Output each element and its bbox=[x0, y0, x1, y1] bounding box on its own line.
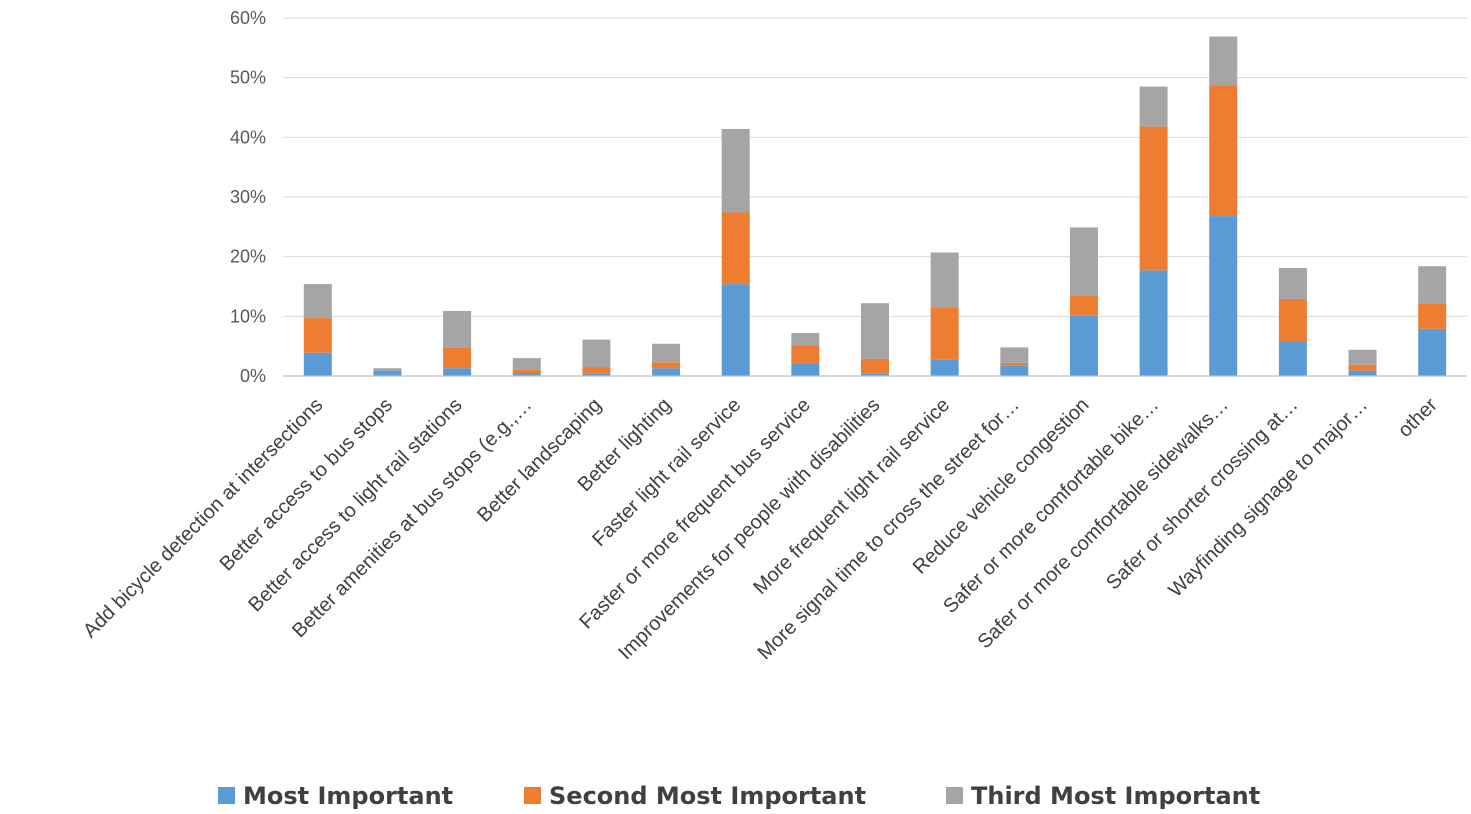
bar-segment-1 bbox=[1000, 365, 1029, 376]
y-tick-label: 10% bbox=[230, 306, 266, 326]
bar-segment-3 bbox=[652, 343, 681, 363]
bar-segment-3 bbox=[861, 303, 889, 359]
legend-item: Most Important bbox=[218, 782, 453, 810]
bars bbox=[303, 36, 1447, 376]
y-tick-label: 20% bbox=[230, 247, 266, 267]
x-category-label: Better amenities at bus stops (e.g.,… bbox=[288, 394, 536, 642]
bar-segment-2 bbox=[1069, 296, 1098, 316]
gridlines bbox=[283, 17, 1467, 317]
y-axis-tick-labels: 0% 10% 20% 30% 40% 50% 60% bbox=[230, 8, 266, 386]
bar-segment-2 bbox=[652, 362, 681, 369]
bar-segment-1 bbox=[1348, 370, 1377, 376]
bar-segment-3 bbox=[1209, 36, 1238, 86]
bar-segment-2 bbox=[512, 370, 541, 374]
x-category-label: Add bicycle detection at intersections bbox=[79, 394, 327, 642]
bar-segment-2 bbox=[721, 212, 750, 285]
bar-segment-1 bbox=[861, 373, 889, 376]
bar-segment-2 bbox=[791, 345, 820, 364]
bar-segment-2 bbox=[582, 367, 611, 374]
y-tick-label: 50% bbox=[230, 68, 266, 88]
legend-swatch bbox=[946, 787, 963, 804]
x-category-label: other bbox=[1394, 394, 1442, 442]
bar-segment-1 bbox=[1069, 315, 1098, 376]
bar-segment-1 bbox=[930, 359, 959, 376]
y-tick-label: 30% bbox=[230, 187, 266, 207]
bar-segment-1 bbox=[512, 373, 541, 376]
bar-segment-1 bbox=[443, 368, 472, 376]
bar-segment-1 bbox=[791, 363, 820, 376]
legend-swatch bbox=[524, 787, 541, 804]
bar-segment-3 bbox=[1348, 349, 1377, 365]
bar-segment-3 bbox=[791, 333, 820, 346]
legend-label: Third Most Important bbox=[971, 782, 1260, 810]
bar-segment-1 bbox=[582, 373, 611, 376]
legend-item: Second Most Important bbox=[524, 782, 866, 810]
bar-segment-2 bbox=[1418, 303, 1447, 329]
x-category-label: More signal time to cross the street for… bbox=[754, 394, 1024, 664]
bar-segment-2 bbox=[1278, 299, 1307, 342]
bar-segment-3 bbox=[1418, 266, 1447, 304]
bar-segment-1 bbox=[1278, 341, 1307, 376]
x-category-label: Improvements for people with disabilitie… bbox=[614, 394, 884, 664]
bar-segment-3 bbox=[373, 368, 402, 371]
bar-segment-2 bbox=[443, 347, 472, 369]
bar-segment-3 bbox=[512, 358, 541, 371]
x-category-label: Safer or more comfortable sidewalks… bbox=[974, 394, 1233, 653]
bar-segment-3 bbox=[1139, 86, 1168, 127]
bar-segment-3 bbox=[721, 128, 750, 213]
bar-segment-3 bbox=[930, 252, 959, 308]
y-tick-label: 40% bbox=[230, 127, 266, 147]
bar-segment-1 bbox=[652, 368, 681, 376]
bar-segment-3 bbox=[303, 284, 332, 319]
bar-segment-1 bbox=[721, 284, 750, 376]
legend: Most Important Second Most Important Third… bbox=[218, 782, 1260, 810]
legend-item: Third Most Important bbox=[946, 782, 1260, 810]
bar-segment-2 bbox=[1000, 362, 1029, 366]
bar-segment-1 bbox=[1139, 270, 1168, 376]
bar-segment-1 bbox=[303, 352, 332, 376]
bar-segment-2 bbox=[1209, 85, 1238, 217]
legend-swatch bbox=[218, 787, 235, 804]
bar-segment-2 bbox=[303, 318, 332, 353]
legend-label: Most Important bbox=[243, 782, 453, 810]
bar-segment-1 bbox=[1209, 216, 1238, 376]
x-category-label: Better landscaping bbox=[473, 394, 606, 527]
bar-segment-3 bbox=[1278, 268, 1307, 300]
bar-segment-1 bbox=[373, 370, 402, 376]
x-axis-category-labels: Add bicycle detection at intersectionsBe… bbox=[79, 394, 1442, 664]
y-tick-label: 0% bbox=[240, 366, 266, 386]
legend-label: Second Most Important bbox=[549, 782, 866, 810]
bar-segment-2 bbox=[1348, 364, 1377, 371]
bar-segment-3 bbox=[582, 339, 611, 368]
bar-segment-3 bbox=[443, 310, 472, 348]
bar-segment-1 bbox=[1418, 328, 1447, 376]
bar-segment-3 bbox=[1000, 347, 1029, 363]
bar-segment-2 bbox=[861, 358, 889, 374]
bar-segment-3 bbox=[1069, 227, 1098, 297]
y-tick-label: 60% bbox=[230, 8, 266, 28]
bar-segment-2 bbox=[930, 307, 959, 360]
bar-segment-2 bbox=[1139, 126, 1168, 271]
